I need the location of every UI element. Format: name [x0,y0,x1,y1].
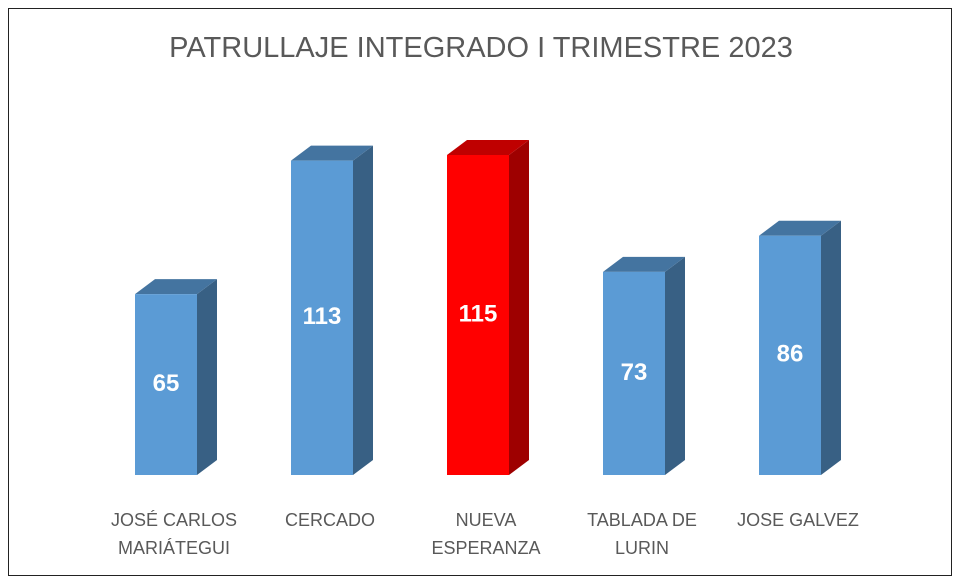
bar-top [759,220,841,236]
x-tick-label: NUEVA ESPERANZA [431,510,541,558]
bar-side [821,220,841,475]
bar-front [603,271,665,475]
bar-side [665,256,685,475]
value-label: 113 [303,303,342,330]
x-tick-label: JOSE GALVEZ [737,510,859,530]
chart-title: PATRULLAJE INTEGRADO I TRIMESTRE 2023 [169,32,793,64]
bar-front [135,294,197,475]
bar-top [603,256,685,272]
bar [135,279,217,475]
bar [291,145,373,475]
value-label: 86 [777,341,804,368]
chart-frame [8,8,952,576]
value-label: 73 [621,359,648,386]
bar-front [291,160,353,475]
bar-top [135,279,217,295]
bar-side [197,279,217,475]
bar-front [447,155,509,475]
bar [603,256,685,475]
x-tick-label: TABLADA DE LURIN [587,510,697,558]
bar-front [759,235,821,475]
bar-top [291,145,373,161]
bar [447,140,529,475]
bar-side [353,145,373,475]
bar [759,220,841,475]
value-label: 65 [153,370,180,397]
x-tick-label: JOSÉ CARLOS MARIÁTEGUI [110,510,238,558]
value-label: 115 [459,300,498,327]
x-tick-label: CERCADO [284,510,375,530]
bar-top [447,140,529,155]
bar-side [509,140,529,475]
